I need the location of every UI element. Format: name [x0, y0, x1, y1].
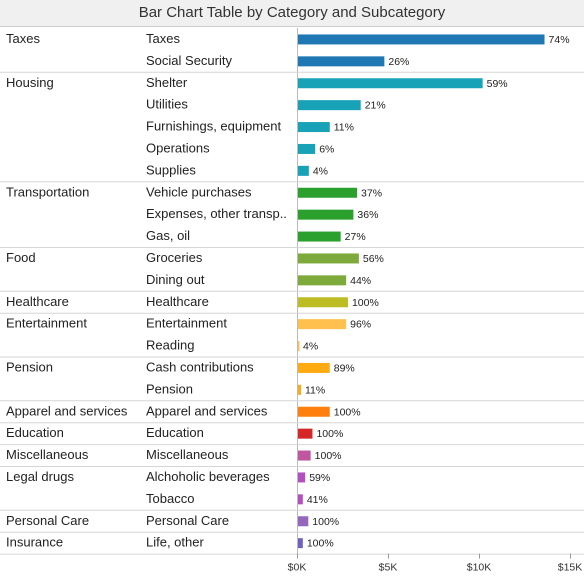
- subcategory-label: Taxes: [146, 31, 180, 46]
- bar: [298, 516, 309, 527]
- x-tick-label: $0K: [288, 562, 307, 574]
- bar: [298, 56, 385, 67]
- bar: [298, 253, 359, 264]
- bar: [298, 384, 302, 395]
- bar-value-label: 100%: [334, 406, 361, 418]
- subcategory-label: Tobacco: [146, 491, 194, 506]
- subcategory-label: Gas, oil: [146, 228, 190, 243]
- subcategory-label: Furnishings, equipment: [146, 119, 282, 134]
- bar: [298, 538, 303, 549]
- category-label: Miscellaneous: [6, 447, 89, 462]
- x-tick-label: $5K: [379, 562, 398, 574]
- subcategory-label: Pension: [146, 381, 193, 396]
- x-tick-label: $15K: [558, 562, 583, 574]
- bar: [298, 297, 348, 308]
- subcategory-label: Dining out: [146, 272, 205, 287]
- bar: [298, 341, 300, 352]
- subcategory-label: Personal Care: [146, 513, 229, 528]
- x-tick-label: $10K: [467, 562, 492, 574]
- subcategory-label: Vehicle purchases: [146, 184, 252, 199]
- subcategory-label: Expenses, other transp..: [146, 206, 287, 221]
- bar: [298, 428, 313, 439]
- bar-value-label: 59%: [487, 78, 508, 90]
- bar-value-label: 89%: [334, 363, 355, 375]
- subcategory-label: Apparel and services: [146, 403, 268, 418]
- bar: [298, 143, 316, 154]
- category-label: Legal drugs: [6, 469, 74, 484]
- category-label: Taxes: [6, 31, 40, 46]
- bar: [298, 100, 361, 111]
- bar: [298, 187, 358, 198]
- category-label: Healthcare: [6, 294, 69, 309]
- bar: [298, 34, 545, 45]
- subcategory-label: Cash contributions: [146, 360, 254, 375]
- subcategory-label: Reading: [146, 338, 194, 353]
- bar-value-label: 27%: [345, 231, 366, 243]
- bar-value-label: 4%: [313, 165, 328, 177]
- subcategory-label: Shelter: [146, 75, 188, 90]
- bar: [298, 78, 483, 89]
- bar-value-label: 100%: [316, 428, 343, 440]
- bar-value-label: 74%: [549, 34, 570, 46]
- bar-value-label: 100%: [307, 538, 334, 550]
- bar-value-label: 44%: [350, 275, 371, 287]
- subcategory-label: Alchoholic beverages: [146, 469, 270, 484]
- subcategory-label: Groceries: [146, 250, 203, 265]
- category-label: Pension: [6, 360, 53, 375]
- bar: [298, 122, 330, 133]
- subcategory-label: Utilities: [146, 97, 188, 112]
- category-label: Food: [6, 250, 36, 265]
- bar-value-label: 26%: [388, 56, 409, 68]
- bar-value-label: 21%: [365, 100, 386, 112]
- bar: [298, 472, 306, 483]
- category-label: Transportation: [6, 184, 89, 199]
- category-label: Apparel and services: [6, 403, 128, 418]
- bar-value-label: 11%: [334, 122, 354, 134]
- category-label: Housing: [6, 75, 54, 90]
- bar: [298, 319, 347, 330]
- bar-value-label: 100%: [312, 516, 339, 528]
- bar-value-label: 100%: [315, 450, 342, 462]
- bar: [298, 494, 303, 505]
- bar: [298, 231, 341, 242]
- bar-value-label: 11%: [305, 384, 325, 396]
- subcategory-label: Supplies: [146, 162, 196, 177]
- bar: [298, 450, 311, 461]
- bar-value-label: 59%: [309, 472, 330, 484]
- bar-value-label: 37%: [361, 187, 382, 199]
- bar-value-label: 36%: [357, 209, 378, 221]
- subcategory-label: Social Security: [146, 53, 232, 68]
- bar: [298, 209, 354, 220]
- bar: [298, 165, 309, 176]
- subcategory-label: Entertainment: [146, 316, 227, 331]
- category-label: Education: [6, 425, 64, 440]
- category-label: Personal Care: [6, 513, 89, 528]
- subcategory-label: Education: [146, 425, 204, 440]
- bar-value-label: 56%: [363, 253, 384, 265]
- bar-value-label: 96%: [350, 319, 371, 331]
- bar-value-label: 6%: [319, 144, 334, 156]
- subcategory-label: Life, other: [146, 535, 204, 550]
- subcategory-label: Healthcare: [146, 294, 209, 309]
- bar: [298, 275, 347, 286]
- category-label: Entertainment: [6, 316, 87, 331]
- category-label: Insurance: [6, 535, 63, 550]
- bar: [298, 362, 330, 373]
- subcategory-label: Operations: [146, 141, 210, 156]
- subcategory-label: Miscellaneous: [146, 447, 229, 462]
- bar-value-label: 41%: [307, 494, 328, 506]
- bar-value-label: 4%: [303, 341, 318, 353]
- chart-title: Bar Chart Table by Category and Subcateg…: [0, 0, 584, 27]
- bar-value-label: 100%: [352, 297, 379, 309]
- bar: [298, 406, 330, 417]
